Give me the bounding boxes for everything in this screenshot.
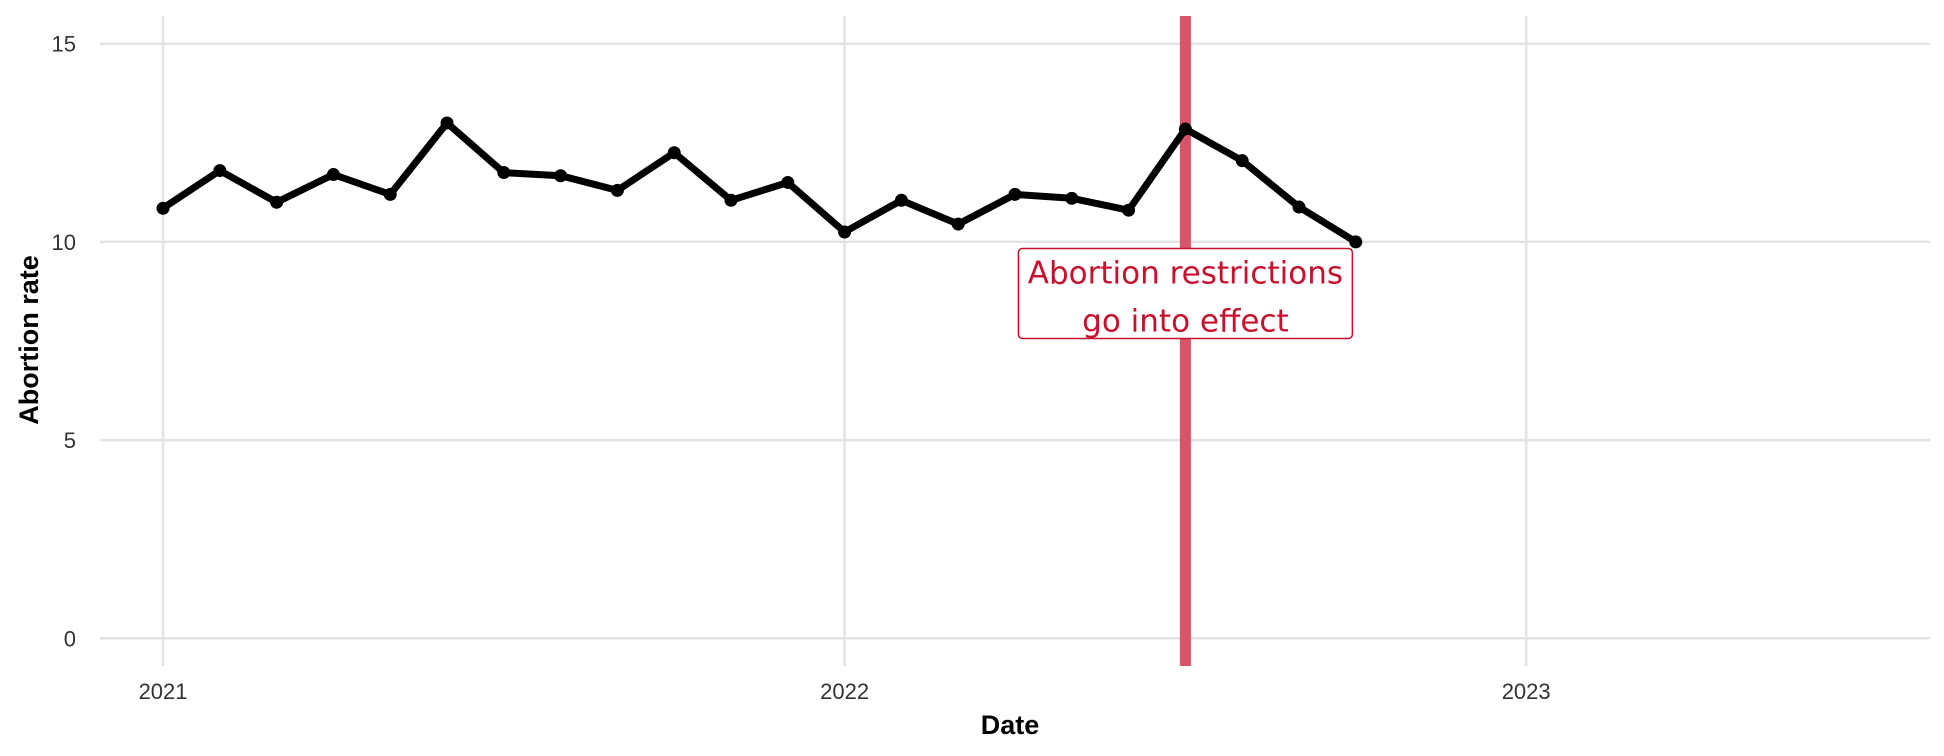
annotation-box	[1017, 247, 1354, 340]
annotation: Abortion restrictions go into effect	[1017, 247, 1354, 340]
x-axis-title: Date	[981, 710, 1040, 740]
data-point-21	[1349, 235, 1363, 249]
annotation-line-1: Abortion restrictions	[1028, 255, 1343, 291]
data-point-13	[894, 193, 908, 207]
y-tick-label-5: 5	[64, 428, 76, 453]
y-tick-label-10: 10	[52, 230, 76, 255]
data-point-17	[1122, 203, 1136, 217]
data-point-19	[1235, 154, 1249, 168]
data-point-9	[667, 146, 681, 160]
data-point-4	[383, 187, 397, 201]
data-point-5	[440, 116, 454, 130]
data-point-6	[497, 166, 511, 180]
y-tick-label-0: 0	[64, 626, 76, 651]
data-point-2	[270, 195, 284, 209]
data-point-11	[781, 175, 795, 189]
annotation-line-2: go into effect	[1082, 303, 1288, 339]
series-abortion-rate	[156, 116, 1363, 249]
y-axis-title: Abortion rate	[14, 255, 44, 425]
data-point-3	[326, 168, 340, 182]
data-point-18	[1178, 122, 1192, 136]
data-point-16	[1065, 191, 1079, 205]
data-point-8	[610, 183, 624, 197]
x-tick-label-2023: 2023	[1502, 679, 1551, 704]
data-point-20	[1292, 200, 1306, 214]
data-point-15	[1008, 187, 1022, 201]
data-point-1	[213, 164, 227, 178]
data-point-10	[724, 193, 738, 207]
x-tick-label-2021: 2021	[139, 679, 188, 704]
data-point-12	[838, 225, 852, 239]
gridlines	[100, 16, 1930, 666]
data-point-7	[554, 169, 568, 183]
series-line	[159, 119, 1360, 246]
x-tick-label-2022: 2022	[820, 679, 869, 704]
data-point-0	[156, 201, 170, 215]
axis-ticks: 0 5 10 15 2021 2022 2023	[52, 32, 1551, 704]
data-point-14	[951, 217, 965, 231]
y-tick-label-15: 15	[52, 32, 76, 57]
